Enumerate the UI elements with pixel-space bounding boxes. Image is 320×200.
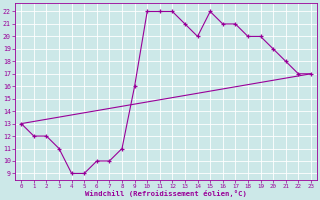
X-axis label: Windchill (Refroidissement éolien,°C): Windchill (Refroidissement éolien,°C) bbox=[85, 190, 247, 197]
